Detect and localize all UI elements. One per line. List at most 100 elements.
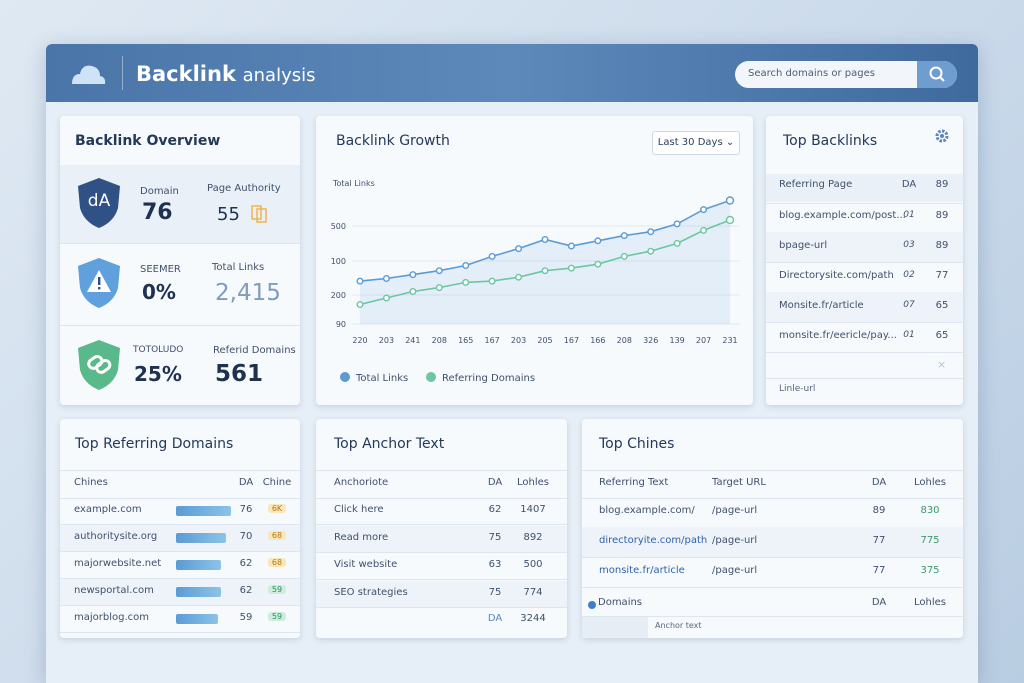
header: Backlink analysis Search domains or page… (46, 44, 978, 102)
stripe (766, 292, 963, 322)
x-tick-label: 241 (405, 336, 420, 345)
data-point (462, 278, 470, 286)
table-cell: 03 (903, 240, 915, 250)
stripe (582, 617, 648, 638)
row-divider (316, 470, 567, 471)
da-value: 62 (239, 558, 253, 569)
card-title: Top Referring Domains (75, 436, 234, 452)
row-divider (60, 524, 300, 525)
domain-name: majorblog.com (74, 612, 150, 623)
data-point (541, 235, 549, 243)
search-box[interactable]: Search domains or pages (735, 61, 957, 88)
row-divider (60, 605, 300, 606)
top-chines-card: Top Chines Referring Text Target URL DA Loh… (582, 419, 963, 638)
da-value: 70 (239, 531, 253, 542)
chart-title: Backlink Growth (336, 133, 450, 149)
table-cell: 89 (872, 505, 886, 516)
column-header: Lohles (914, 477, 946, 488)
area (360, 200, 730, 324)
dot (588, 601, 596, 609)
row-divider (316, 498, 567, 499)
row-divider (316, 524, 567, 525)
data-point (435, 284, 443, 292)
data-point (647, 247, 655, 255)
data-point (382, 274, 390, 282)
da-bar (176, 533, 227, 543)
stripe (316, 525, 567, 553)
y-tick-label: 200 (331, 291, 346, 300)
table-cell: Visit website (334, 559, 398, 570)
row-divider (316, 606, 567, 608)
close-icon: × (937, 358, 947, 371)
row-divider (316, 579, 567, 580)
table-cell: 500 (523, 559, 543, 570)
column-header: DA (238, 477, 254, 488)
settings-icon[interactable] (934, 128, 950, 144)
top-backlinks-card: Top Backlinks Referring Page DA 89 blog.exa… (766, 116, 963, 405)
stripe (582, 527, 963, 557)
table-cell: 75 (488, 531, 502, 543)
row-divider (766, 352, 963, 353)
y-tick-label: 90 (336, 320, 346, 329)
domain-name: example.com (74, 504, 142, 515)
data-point (700, 206, 708, 214)
table-cell: 65 (935, 300, 949, 311)
stat-value: 2,415 (215, 280, 281, 306)
badge: 68 (268, 558, 286, 567)
row-divider (582, 498, 963, 499)
x-tick-label: 203 (379, 336, 394, 345)
x-tick-label: 208 (617, 336, 632, 345)
data-point (594, 260, 602, 268)
shield-icon: dA (78, 178, 120, 228)
badge-text: dA (88, 191, 111, 211)
table-cell: 375 (920, 565, 940, 576)
column-header: Referring Page (779, 179, 853, 190)
row-divider (582, 587, 963, 588)
table-cell: Monsite.fr/article (779, 300, 864, 311)
stat-value: 25% (134, 362, 182, 386)
domain-name: newsportal.com (74, 585, 154, 596)
data-point (435, 267, 443, 275)
table-cell: Click here (334, 504, 384, 515)
data-point (567, 242, 575, 250)
table-footer: 3244 (520, 613, 546, 624)
sub-footer: Anchor text (655, 621, 702, 630)
table-cell: 07 (903, 300, 915, 310)
data-point (382, 294, 390, 302)
row-divider (60, 578, 300, 579)
search-button[interactable] (917, 61, 957, 88)
x-tick-label: 231 (722, 336, 737, 345)
table-cell: 774 (523, 586, 543, 598)
x-tick-label: 167 (564, 336, 579, 345)
stat-label: Page Authority (207, 183, 281, 194)
table-cell: 65 (935, 330, 949, 341)
warning-icon (78, 258, 120, 308)
table-cell: blog.example.com/post... (779, 210, 906, 221)
range-dropdown[interactable]: Last 30 Days ⌄ (652, 131, 740, 155)
da-bar (176, 614, 219, 624)
column-header: Lohles (517, 477, 549, 488)
row-divider (316, 551, 567, 553)
stripe (766, 174, 963, 202)
y-axis-label: Total Links (332, 179, 375, 188)
table-cell: 89 (935, 210, 949, 221)
data-point (725, 196, 735, 205)
title-light: analysis (242, 65, 316, 86)
table-footer: DA (487, 613, 503, 624)
badge: 6K (268, 504, 286, 513)
x-tick-label: 165 (458, 336, 473, 345)
table-cell: /page-url (712, 565, 758, 576)
row-divider (60, 470, 300, 471)
table-cell: 63 (488, 559, 502, 570)
table-cell: 77 (872, 565, 886, 576)
stat-value: 55 (217, 204, 240, 225)
data-point (673, 239, 681, 247)
column-header: Anchoriote (334, 477, 389, 488)
table-cell: 775 (920, 535, 940, 546)
table-cell: 01 (903, 330, 915, 340)
title-bold: Backlink (136, 62, 236, 86)
y-tick-label: 500 (331, 222, 346, 231)
data-point (647, 228, 655, 236)
stat-label: Total Links (212, 262, 265, 273)
